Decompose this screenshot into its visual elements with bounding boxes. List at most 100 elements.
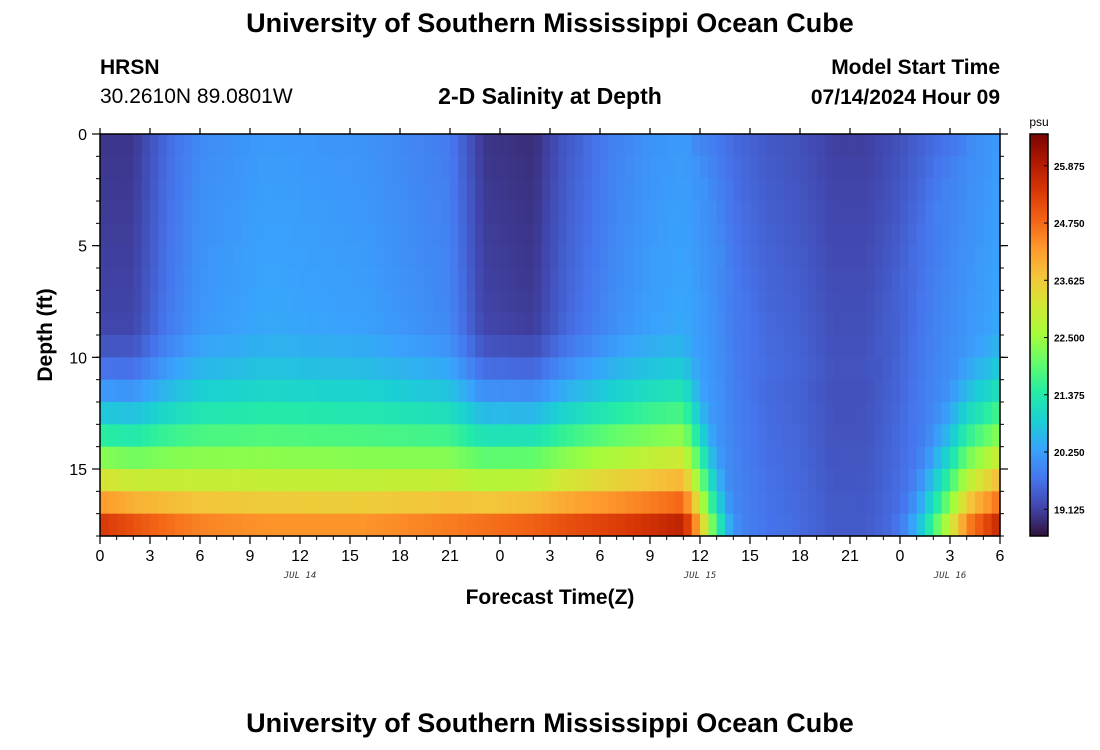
heatmap-cell — [508, 491, 518, 515]
heatmap-cell — [283, 290, 293, 314]
heatmap-cell — [133, 290, 143, 314]
heatmap-cell — [575, 446, 584, 470]
heatmap-cell — [416, 446, 426, 470]
heatmap-cell — [991, 268, 1001, 291]
heatmap-cell — [841, 156, 851, 180]
heatmap-cell — [283, 357, 293, 381]
heatmap-cell — [441, 491, 451, 515]
heatmap-cell — [183, 379, 193, 403]
heatmap-cell — [600, 357, 609, 381]
heatmap-cell — [366, 201, 376, 224]
heatmap-cell — [266, 424, 276, 448]
heatmap-cell — [116, 446, 126, 470]
heatmap-cell — [991, 424, 1001, 448]
heatmap-cell — [833, 491, 843, 515]
heatmap-cell — [375, 201, 384, 224]
heatmap-cell — [608, 491, 618, 515]
heatmap-cell — [216, 446, 226, 470]
heatmap-cell — [741, 402, 751, 425]
heatmap-cell — [933, 335, 943, 358]
heatmap-cell — [966, 513, 976, 537]
heatmap-cell — [575, 178, 584, 202]
heatmap-cell — [508, 379, 518, 403]
heatmap-cell — [650, 201, 659, 224]
heatmap-cell — [358, 156, 368, 180]
heatmap-cell — [325, 245, 334, 269]
heatmap-cell — [391, 156, 401, 180]
heatmap-cell — [300, 245, 309, 269]
heatmap-cell — [150, 402, 159, 425]
heatmap-cell — [958, 469, 968, 492]
heatmap-cell — [650, 134, 659, 157]
heatmap-cell — [183, 178, 193, 202]
heatmap-cell — [750, 223, 759, 247]
heatmap-cell — [666, 245, 676, 269]
heatmap-cell — [683, 156, 693, 180]
heatmap-cell — [700, 513, 709, 537]
heatmap-cell — [733, 491, 743, 515]
heatmap-cell — [100, 245, 109, 269]
heatmap-cell — [775, 268, 784, 291]
heatmap-cell — [641, 335, 651, 358]
heatmap-cell — [100, 357, 109, 381]
heatmap-cell — [408, 312, 418, 336]
heatmap-cell — [908, 178, 918, 202]
heatmap-cell — [241, 268, 251, 291]
heatmap-cell — [358, 335, 368, 358]
heatmap-cell — [983, 335, 993, 358]
heatmap-cell — [483, 469, 493, 492]
heatmap-cell — [550, 245, 559, 269]
heatmap-cell — [550, 402, 559, 425]
heatmap-cell — [325, 357, 334, 381]
heatmap-cell — [991, 245, 1001, 269]
heatmap-cell — [375, 290, 384, 314]
heatmap-cell — [133, 491, 143, 515]
heatmap-cell — [541, 178, 551, 202]
heatmap-cell — [866, 134, 876, 157]
heatmap-cell — [375, 268, 384, 291]
heatmap-cell — [783, 290, 793, 314]
heatmap-cell — [275, 446, 284, 470]
heatmap-cell — [391, 312, 401, 336]
heatmap-cell — [258, 290, 268, 314]
heatmap-cell — [233, 134, 243, 157]
heatmap-cell — [200, 513, 209, 537]
heatmap-cell — [350, 446, 359, 470]
heatmap-cell — [450, 446, 459, 470]
heatmap-cell — [333, 379, 343, 403]
y-tick-label: 15 — [69, 462, 87, 479]
heatmap-cell — [916, 379, 926, 403]
heatmap-cell — [741, 245, 751, 269]
heatmap-cell — [775, 134, 784, 157]
heatmap-cell — [983, 223, 993, 247]
heatmap-cell — [800, 223, 809, 247]
heatmap-cell — [758, 335, 768, 358]
heatmap-cell — [200, 424, 209, 448]
heatmap-cell — [441, 379, 451, 403]
heatmap-cell — [500, 402, 509, 425]
heatmap-cell — [266, 223, 276, 247]
heatmap-cell — [175, 402, 184, 425]
heatmap-cell — [800, 402, 809, 425]
heatmap-cell — [125, 379, 134, 403]
heatmap-cell — [483, 223, 493, 247]
heatmap-cell — [941, 201, 951, 224]
heatmap-cell — [341, 446, 351, 470]
heatmap-cell — [550, 424, 559, 448]
heatmap-cell — [900, 491, 909, 515]
heatmap-cell — [975, 178, 984, 202]
x-tick-label: 18 — [791, 548, 809, 565]
heatmap-cell — [675, 178, 684, 202]
heatmap-cell — [416, 201, 426, 224]
heatmap-cell — [733, 178, 743, 202]
heatmap-cell — [683, 513, 693, 537]
heatmap-cell — [641, 156, 651, 180]
heatmap-cell — [908, 201, 918, 224]
heatmap-cell — [625, 379, 634, 403]
heatmap-cell — [316, 290, 326, 314]
heatmap-cell — [450, 402, 459, 425]
heatmap-cell — [533, 513, 543, 537]
heatmap-cell — [291, 312, 301, 336]
heatmap-cell — [350, 134, 359, 157]
heatmap-cell — [116, 312, 126, 336]
